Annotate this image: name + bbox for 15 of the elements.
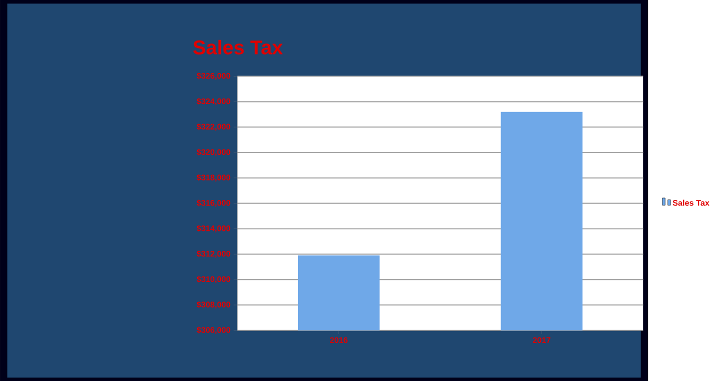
y-tick-label: $312,000 [196, 250, 230, 258]
y-tick-label: $308,000 [196, 301, 230, 309]
y-tick-label: $324,000 [196, 98, 230, 106]
y-tick-label: $322,000 [196, 123, 230, 131]
y-tick-label: $314,000 [196, 224, 230, 232]
y-tick-label: $326,000 [196, 72, 230, 80]
y-tick-label: $318,000 [196, 174, 230, 182]
y-tick-label: $306,000 [196, 326, 230, 334]
x-tick-label: 2017 [532, 337, 550, 343]
y-tick-label: $310,000 [196, 276, 230, 284]
x-tick-label: 2016 [330, 337, 348, 343]
y-tick-label: $316,000 [196, 200, 230, 207]
legend-label: Sales Tax [672, 200, 710, 206]
y-tick-label: $320,000 [196, 148, 230, 156]
chart-title: Sales Tax [193, 40, 283, 54]
